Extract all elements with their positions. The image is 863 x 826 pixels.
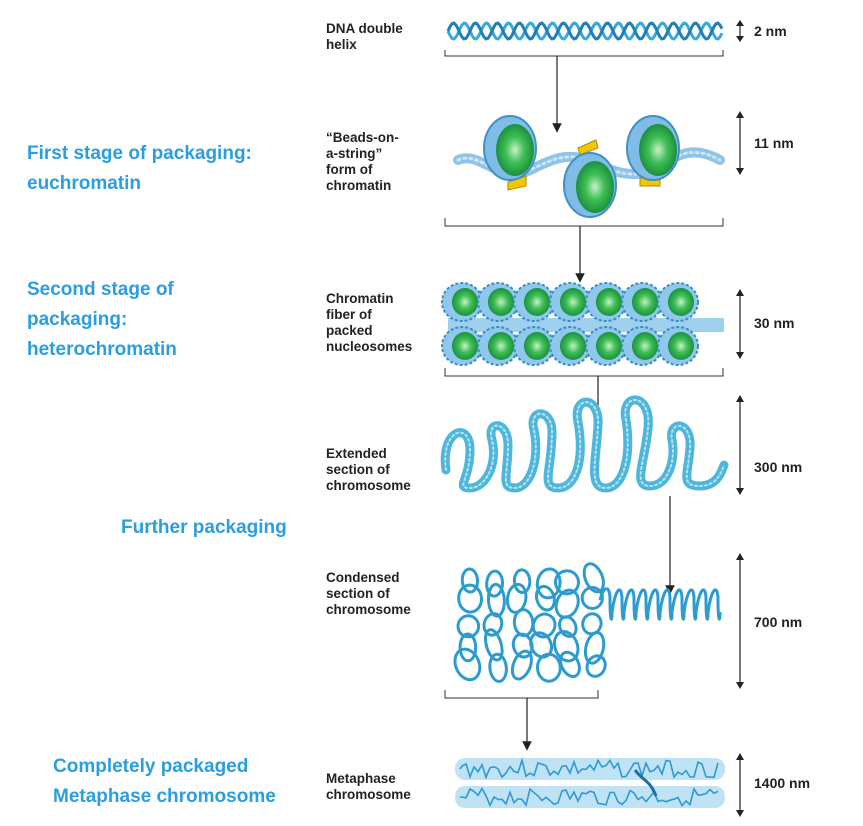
- level-label-extended: Extended section of chromosome: [326, 446, 411, 493]
- fiber-nucleosome: [441, 282, 483, 322]
- size-label-300nm: 300 nm: [754, 459, 803, 475]
- chromatin-fiber: [441, 282, 724, 366]
- bracket-1: [444, 50, 724, 57]
- fiber-nucleosome: [513, 326, 555, 366]
- level-label-dna: DNA double helix: [326, 21, 403, 52]
- label-second-stage: Second stage of packaging: heterochromat…: [27, 279, 177, 360]
- scale-arrow-1400nm: [736, 753, 744, 817]
- fiber-nucleosome: [441, 326, 483, 366]
- linker-histone-1: [577, 139, 599, 156]
- dna-double-helix: [446, 21, 724, 41]
- size-label-1400nm: 1400 nm: [754, 775, 811, 791]
- scale-arrow-700nm: [736, 553, 744, 689]
- scale-arrow-11nm: [736, 111, 744, 175]
- nucleosome-bead-3: [563, 152, 617, 218]
- fiber-nucleosome: [657, 326, 699, 366]
- fiber-nucleosome: [477, 326, 519, 366]
- scale-arrow-2nm: [736, 20, 744, 42]
- size-label-2nm: 2 nm: [754, 23, 787, 39]
- size-label-700nm: 700 nm: [754, 614, 803, 630]
- level-label-fiber: Chromatin fiber of packed nucleosomes: [326, 291, 413, 354]
- size-label-30nm: 30 nm: [754, 315, 795, 331]
- scale-arrow-300nm: [736, 395, 744, 495]
- label-first-stage: First stage of packaging: euchromatin: [27, 143, 252, 194]
- label-further-packaging: Further packaging: [121, 517, 287, 538]
- fiber-nucleosome: [621, 282, 663, 322]
- extended-chromosome-loops: [440, 395, 729, 493]
- fiber-nucleosome: [657, 282, 699, 322]
- size-label-11nm: 11 nm: [754, 135, 794, 151]
- metaphase-chromosome: [455, 757, 725, 808]
- fiber-nucleosome: [513, 282, 555, 322]
- label-completely-packaged: Completely packaged Metaphase chromosome: [53, 756, 276, 807]
- fiber-nucleosome: [549, 326, 591, 366]
- scale-arrow-30nm: [736, 289, 744, 359]
- fiber-nucleosome: [585, 326, 627, 366]
- nucleosome-bead-1: [483, 115, 537, 181]
- nucleosome-bead-2: [626, 115, 680, 181]
- beads-on-a-string: [453, 115, 725, 218]
- bracket-3: [444, 368, 724, 377]
- condensed-chromosome-section: [453, 562, 722, 683]
- level-label-condensed: Condensed section of chromosome: [326, 570, 411, 617]
- bracket-5: [444, 690, 599, 699]
- level-label-metaphase: Metaphase chromosome: [326, 771, 411, 802]
- level-label-beads: “Beads-on- a-string” form of chromatin: [326, 130, 399, 193]
- fiber-nucleosome: [549, 282, 591, 322]
- fiber-nucleosome: [621, 326, 663, 366]
- fiber-nucleosome: [585, 282, 627, 322]
- bracket-2: [444, 218, 724, 227]
- fiber-nucleosome: [477, 282, 519, 322]
